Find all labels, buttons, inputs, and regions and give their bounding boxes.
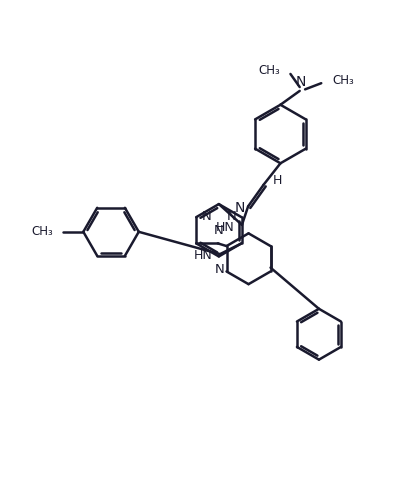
- Text: HN: HN: [194, 249, 212, 262]
- Text: N: N: [227, 210, 236, 223]
- Text: N: N: [214, 224, 223, 237]
- Text: CH₃: CH₃: [332, 74, 354, 87]
- Text: N: N: [295, 75, 306, 89]
- Text: N: N: [215, 264, 224, 276]
- Text: HN: HN: [216, 221, 234, 234]
- Text: CH₃: CH₃: [258, 64, 280, 78]
- Text: N: N: [201, 210, 212, 223]
- Text: N: N: [234, 201, 245, 215]
- Text: CH₃: CH₃: [31, 225, 54, 238]
- Text: H: H: [273, 174, 282, 187]
